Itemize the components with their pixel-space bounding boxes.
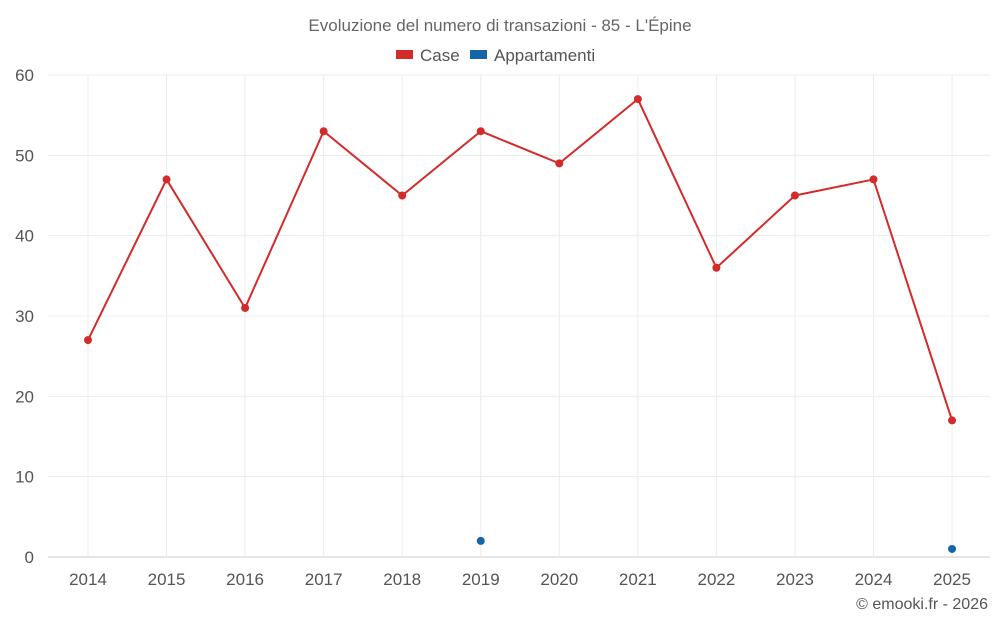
x-tick-label: 2014 — [69, 570, 107, 589]
series-line — [87, 98, 954, 421]
y-tick-label: 50 — [15, 146, 34, 165]
legend-swatch-case[interactable] — [396, 50, 413, 59]
x-tick-label: 2022 — [697, 570, 735, 589]
x-tick-label: 2018 — [383, 570, 421, 589]
x-tick-label: 2024 — [855, 570, 893, 589]
data-point[interactable] — [162, 175, 171, 184]
x-tick-label: 2017 — [305, 570, 343, 589]
x-tick-label: 2015 — [148, 570, 186, 589]
chart-title: Evoluzione del numero di transazioni - 8… — [308, 16, 691, 35]
series-case — [84, 95, 957, 425]
x-axis-ticks: 2014 2015 2016 2017 2018 2019 2020 2021 2022 2023… — [69, 570, 971, 589]
y-tick-label: 20 — [15, 387, 34, 406]
data-point[interactable] — [869, 175, 878, 184]
credit-text: © emooki.fr - 2026 — [856, 596, 988, 613]
legend: Case Appartamenti — [396, 46, 595, 65]
x-tick-label: 2021 — [619, 570, 657, 589]
y-tick-label: 30 — [15, 307, 34, 326]
data-point[interactable] — [948, 544, 957, 553]
legend-swatch-appartamenti[interactable] — [470, 50, 487, 59]
data-point[interactable] — [476, 536, 485, 545]
y-tick-label: 40 — [15, 227, 34, 246]
data-point[interactable] — [948, 416, 957, 425]
legend-label-case[interactable]: Case — [420, 46, 460, 65]
x-tick-label: 2016 — [226, 570, 264, 589]
data-point[interactable] — [319, 127, 328, 136]
data-point[interactable] — [555, 159, 564, 168]
x-tick-label: 2019 — [462, 570, 500, 589]
data-point[interactable] — [84, 336, 92, 345]
x-tick-label: 2020 — [540, 570, 578, 589]
series-appartamenti — [476, 536, 957, 553]
data-point[interactable] — [633, 95, 642, 104]
y-tick-label: 0 — [25, 548, 34, 567]
x-tick-label: 2025 — [933, 570, 971, 589]
y-tick-label: 10 — [15, 468, 34, 487]
data-point[interactable] — [712, 263, 721, 272]
y-axis-ticks: 0 10 20 30 40 50 60 — [15, 66, 34, 567]
data-point[interactable] — [241, 303, 250, 312]
legend-label-appartamenti[interactable]: Appartamenti — [494, 46, 595, 65]
x-tick-label: 2023 — [776, 570, 814, 589]
data-point[interactable] — [790, 191, 799, 200]
data-point[interactable] — [398, 191, 407, 200]
y-tick-label: 60 — [15, 66, 34, 85]
series — [84, 95, 957, 553]
gridlines — [48, 74, 990, 558]
data-point[interactable] — [476, 127, 485, 136]
